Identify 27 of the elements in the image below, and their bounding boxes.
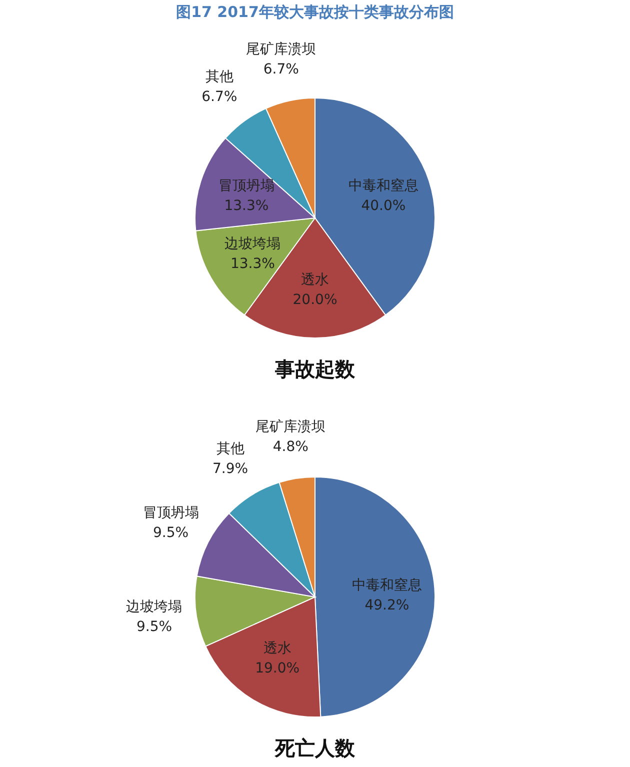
text: 死亡人数 (274, 736, 356, 760)
data-label: 6.7% (202, 89, 238, 106)
slice-label: 冒顶坍塌 (218, 178, 274, 194)
slice-label: 透水 (301, 272, 329, 288)
data-label: 49.2% (364, 597, 410, 614)
data-label: 40.0% (361, 198, 406, 214)
text: 事故起数 (274, 357, 356, 381)
slice-label: 中毒和窒息 (352, 577, 422, 594)
data-label: 7.9% (212, 460, 248, 477)
slice-label: 边坡垮塌 (126, 599, 182, 616)
slice-label: 中毒和窒息 (348, 178, 418, 194)
slice-label: 尾矿库溃坝 (256, 418, 326, 435)
data-label: 4.8% (272, 438, 308, 455)
data-label: 19.0% (255, 660, 300, 676)
slice-label: 边坡垮塌 (224, 236, 281, 252)
data-label: 13.3% (230, 256, 275, 272)
data-label: 6.7% (263, 62, 299, 78)
slice-label: 尾矿库溃坝 (246, 42, 316, 58)
chart-title: 图17 2017年较大事故按十类事故分布图 (176, 3, 454, 21)
slice-label: 透水 (263, 640, 292, 656)
data-label: 13.3% (224, 198, 269, 214)
data-label: 9.5% (153, 525, 189, 542)
data-label: 20.0% (292, 292, 338, 308)
slice-label: 冒顶坍塌 (142, 505, 199, 522)
data-label: 9.5% (136, 619, 172, 636)
slice-label: 其他 (205, 69, 234, 86)
slice-label: 其他 (216, 440, 244, 457)
